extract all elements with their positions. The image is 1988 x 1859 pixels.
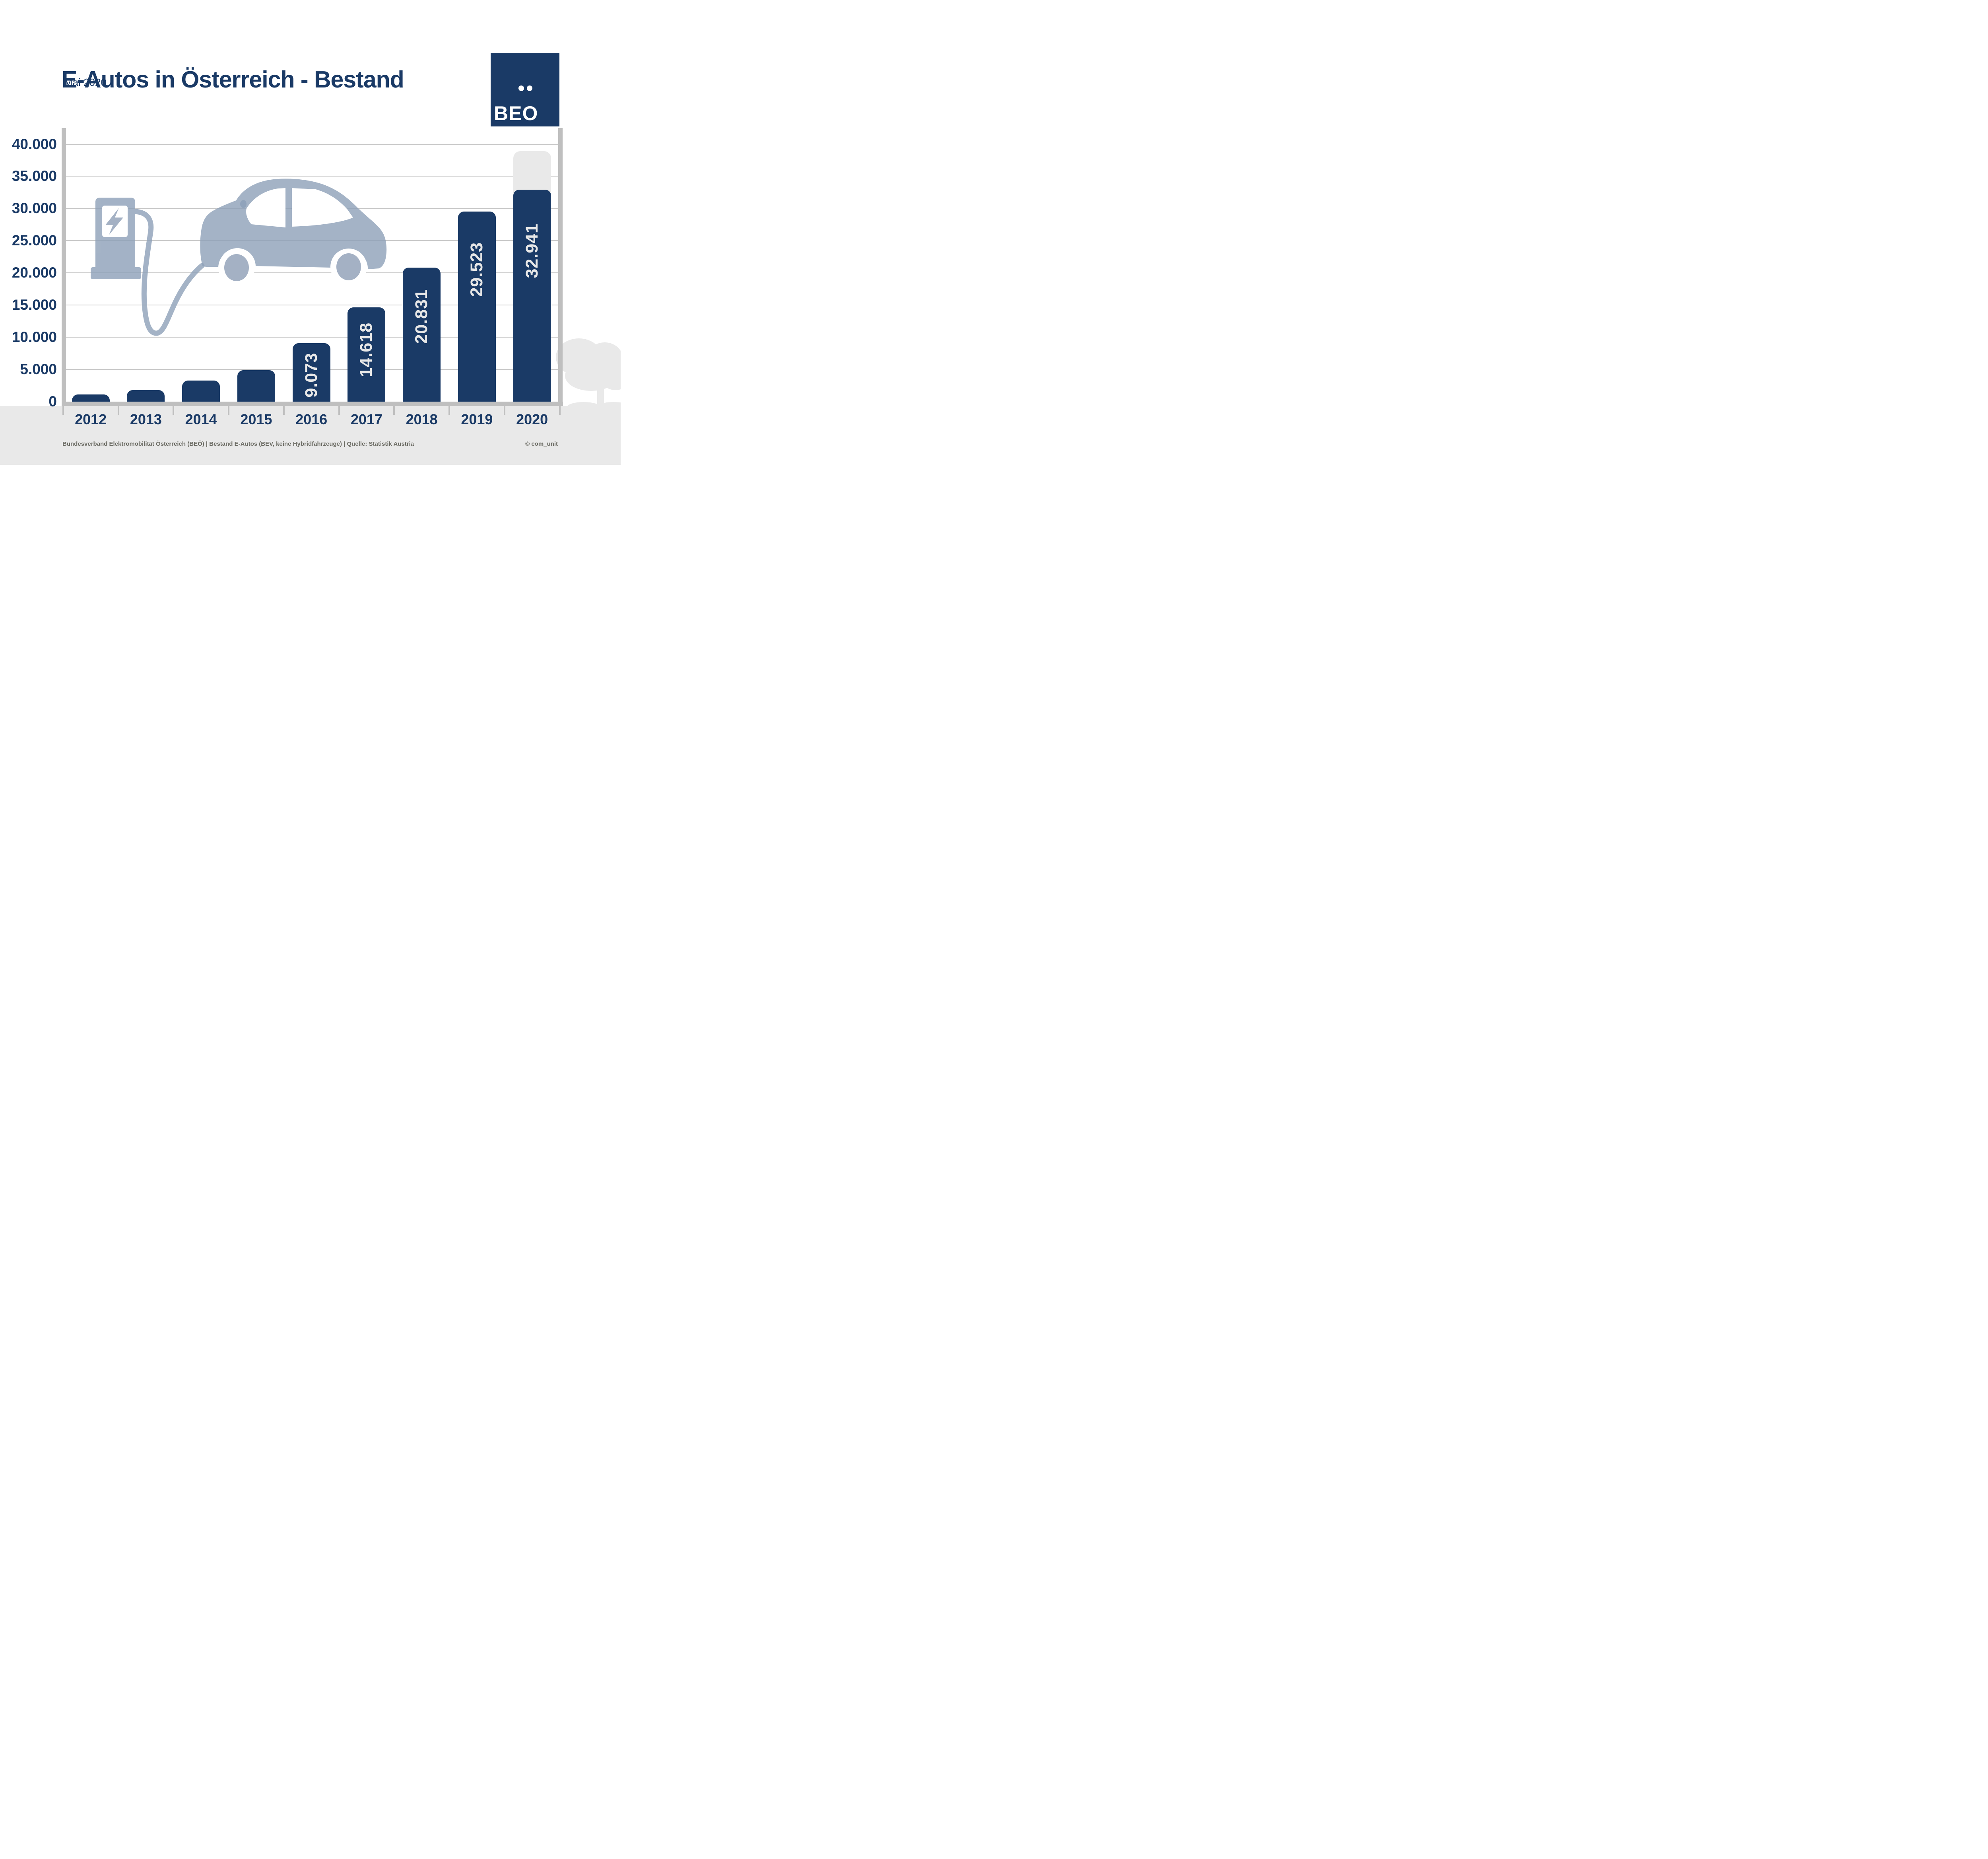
bar-2016	[292, 343, 330, 402]
y-axis-line	[62, 128, 66, 406]
y-axis-labels: 40.000 35.000 30.000 25.000 20.000 15.000 10.0…	[0, 0, 621, 465]
x-tick	[448, 406, 450, 415]
y-tick-label: 20.000	[12, 264, 57, 281]
x-tick-label-2018: 2018	[406, 411, 438, 427]
x-tick	[503, 406, 505, 415]
x-tick	[283, 406, 285, 415]
x-tick	[338, 406, 340, 415]
x-tick-label-2017: 2017	[350, 411, 382, 427]
page-subtitle: Mai 2020	[64, 76, 107, 88]
x-axis-labels: 2012 2013 2014 2015 2016 2017 2018 2019 2020	[0, 0, 621, 465]
bar-2012	[72, 394, 110, 402]
x-axis-ticks	[0, 0, 621, 465]
bar-2013	[127, 390, 165, 402]
x-tick-label-2020: 2020	[516, 411, 548, 427]
logo-text: BEO	[494, 102, 538, 124]
gridline-10.000	[66, 337, 558, 338]
bar-2018	[403, 267, 441, 402]
gridline-35.000	[66, 176, 558, 177]
x-tick	[117, 406, 119, 415]
bar-2017	[348, 307, 386, 402]
credit-note: © com_unit	[525, 441, 558, 447]
y-tick-label: 30.000	[12, 200, 57, 217]
bar-2014	[182, 381, 220, 402]
x-tick	[173, 406, 175, 415]
bar-2020	[513, 189, 551, 402]
right-axis-line	[558, 128, 563, 406]
page-title: E-Autos in Österreich - Bestand	[62, 66, 404, 93]
x-tick-label-2019: 2019	[461, 411, 493, 427]
beo-logo: BEO	[491, 53, 559, 126]
bars-layer: 9.073 14.618 20.831 29.523 32.941	[0, 0, 621, 465]
footer-band	[0, 406, 621, 465]
y-tick-label: 15.000	[12, 297, 57, 313]
x-tick-label-2012: 2012	[75, 411, 107, 427]
y-tick-label: 0	[49, 393, 57, 410]
y-tick-label: 25.000	[12, 232, 57, 249]
y-tick-label: 10.000	[12, 329, 57, 346]
x-tick	[393, 406, 395, 415]
y-tick-label: 35.000	[12, 168, 57, 185]
x-tick	[228, 406, 229, 415]
x-tick-label-2013: 2013	[130, 411, 162, 427]
y-tick-label: 40.000	[12, 136, 57, 152]
x-tick	[559, 406, 561, 415]
bar-2015	[237, 370, 275, 402]
gridline-20.000	[66, 272, 558, 274]
x-tick-label-2016: 2016	[295, 411, 328, 427]
source-note: Bundesverband Elektromobilität Österreic…	[62, 441, 414, 447]
bar-2019	[458, 212, 496, 402]
y-tick-label: 5.000	[20, 361, 57, 378]
x-tick-label-2015: 2015	[240, 411, 272, 427]
infographic-canvas: 9.073 14.618 20.831 29.523 32.941 40.000 35.0…	[0, 0, 621, 465]
x-axis-line	[62, 402, 563, 406]
x-tick	[62, 406, 64, 415]
gridline-40.000	[66, 144, 558, 145]
x-tick-label-2014: 2014	[185, 411, 217, 427]
